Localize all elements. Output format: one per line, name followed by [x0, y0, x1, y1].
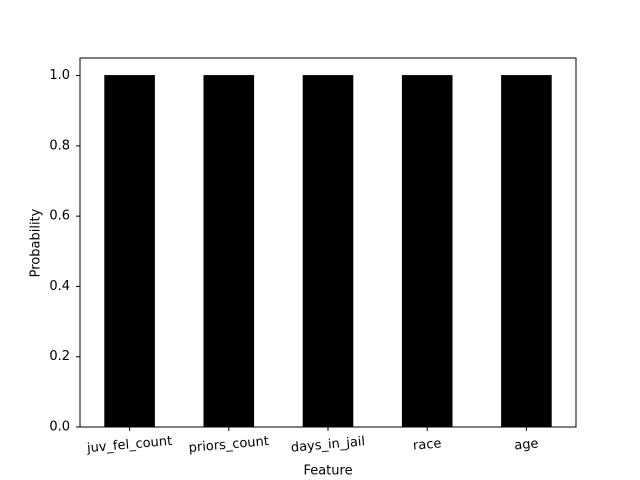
bar [501, 75, 552, 428]
y-axis-label: Probability [29, 208, 44, 277]
bar [302, 75, 354, 428]
y-tick-label: 0.2 [49, 349, 70, 364]
y-tick-label: 0.4 [49, 279, 70, 294]
bar [401, 75, 453, 428]
y-tick-label: 0.8 [49, 138, 70, 153]
bar [203, 75, 255, 428]
x-tick-label: days_in_jail [290, 434, 365, 455]
x-tick-label: priors_count [188, 434, 269, 456]
y-tick-label: 0.6 [49, 209, 70, 224]
x-tick-label: race [412, 436, 442, 453]
plot-frame [79, 57, 577, 428]
y-tick-label: 1.0 [49, 68, 70, 83]
x-tick-label: juv_fel_count [85, 434, 172, 456]
x-tick-label: age [514, 436, 539, 453]
x-axis-label: Feature [303, 464, 352, 479]
bar [104, 75, 155, 428]
y-tick-label: 0.0 [49, 420, 70, 435]
